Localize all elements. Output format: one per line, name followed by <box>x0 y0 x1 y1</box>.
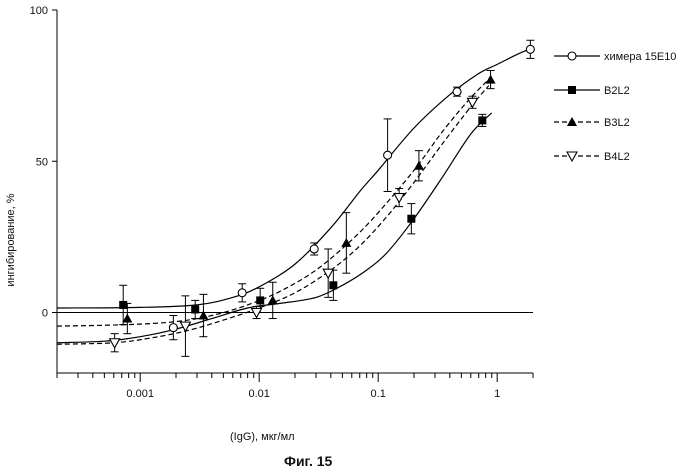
data-point <box>237 288 247 298</box>
data-point <box>108 338 121 349</box>
x-tick-label: 1 <box>494 388 500 400</box>
data-point <box>466 97 479 109</box>
data-point <box>478 116 487 125</box>
fit-curve-0 <box>56 47 534 309</box>
legend-label: химера 15E10 <box>604 51 676 63</box>
legend-label: B4L2 <box>604 151 630 163</box>
data-point <box>407 214 416 223</box>
fit-curve-1 <box>56 112 493 344</box>
figure-caption: Фиг. 15 <box>284 453 333 469</box>
legend-marker <box>567 117 577 126</box>
fit-curve-3 <box>56 85 490 345</box>
data-point <box>198 310 209 320</box>
data-point <box>452 87 462 97</box>
data-markers <box>108 44 535 349</box>
data-point <box>393 193 406 204</box>
legend-entry: B2L2 <box>554 85 630 97</box>
legend-marker <box>568 86 576 94</box>
legend-entry: химера 15E10 <box>554 51 676 63</box>
data-point <box>267 295 278 305</box>
data-point <box>322 268 335 280</box>
data-point <box>250 307 263 319</box>
fit-curves <box>56 47 534 345</box>
legend-entry: B3L2 <box>554 117 630 129</box>
data-point <box>256 296 265 305</box>
data-point <box>413 160 424 170</box>
data-point <box>525 44 535 54</box>
legend: химера 15E10 B2L2 B3L2 B4L2 <box>554 51 676 163</box>
y-tick-label: 100 <box>30 5 48 17</box>
data-point <box>329 281 338 290</box>
x-axis-label: (IgG), мкг/мл <box>230 431 295 443</box>
data-point <box>341 237 352 247</box>
axes: 0 50 100 0.001 0.01 0.1 1 <box>30 5 534 400</box>
data-point <box>122 313 133 323</box>
data-point <box>168 323 178 333</box>
data-point <box>179 321 192 333</box>
data-point <box>485 74 496 84</box>
data-point <box>191 305 200 314</box>
data-point <box>119 300 128 309</box>
data-point <box>383 150 393 160</box>
x-tick-label: 0.001 <box>126 388 154 400</box>
x-tick-label: 0.01 <box>248 388 269 400</box>
legend-marker <box>566 151 578 163</box>
legend-marker <box>567 51 577 61</box>
legend-label: B2L2 <box>604 85 630 97</box>
data-point <box>309 244 319 254</box>
fit-curve-2 <box>56 76 493 327</box>
error-bars <box>110 39 535 357</box>
y-axis-label: ингибирование, % <box>5 193 17 286</box>
legend-entry: B4L2 <box>554 151 630 163</box>
x-tick-label: 0.1 <box>371 388 386 400</box>
y-tick-label: 0 <box>42 308 48 320</box>
y-tick-label: 50 <box>36 156 48 168</box>
legend-label: B3L2 <box>604 117 630 129</box>
